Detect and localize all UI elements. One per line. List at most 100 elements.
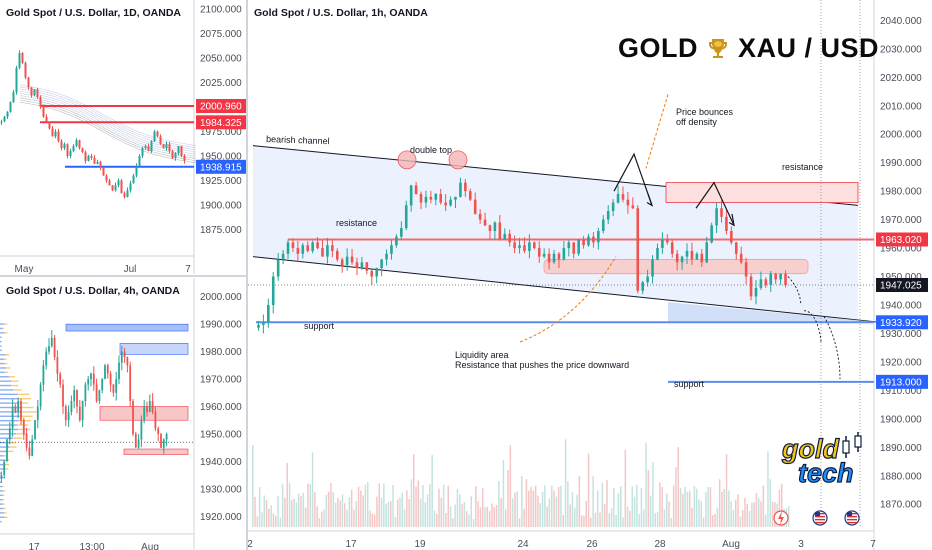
candle-body	[106, 365, 109, 374]
candle-body	[67, 411, 70, 421]
y-tick-label: 1940.000	[200, 457, 242, 468]
volume-bar	[569, 504, 571, 527]
volume-bar	[459, 494, 461, 527]
hero-title-right: XAU / USD	[738, 33, 880, 63]
volume-bar	[721, 491, 723, 527]
candle-body	[533, 242, 536, 249]
x-tick-label: 2	[248, 539, 253, 550]
candle-body	[281, 253, 285, 260]
volume-bar	[705, 491, 707, 527]
candle-body	[162, 439, 165, 448]
candle-body	[705, 242, 709, 263]
candle-body	[400, 228, 403, 237]
candle-body	[641, 282, 644, 291]
volume-bar	[316, 506, 318, 527]
supply-zone	[119, 343, 189, 355]
volume-bar	[610, 508, 613, 527]
y-tick-label: 1900.000	[200, 200, 242, 211]
candle-body	[95, 384, 98, 402]
volume-bar	[484, 506, 486, 527]
candle-body	[335, 250, 339, 260]
candle-body	[567, 242, 571, 249]
candle-body	[15, 67, 18, 93]
volume-bar	[311, 452, 314, 527]
volume-profile-bar	[2, 485, 4, 488]
y-tick-label: 2050.000	[200, 53, 242, 64]
volume-profile-bar	[16, 433, 27, 435]
y-tick-label: 1910.000	[880, 386, 922, 397]
panel-divider-vertical[interactable]	[246, 0, 248, 550]
x-tick-label: 7	[185, 264, 191, 274]
volume-bar	[447, 485, 449, 527]
y-tick-label: 1950.000	[880, 272, 922, 283]
candle-body	[60, 141, 63, 149]
daily-price-tag-bg	[196, 98, 246, 113]
candle-body	[99, 161, 102, 168]
h1-price-tag-bg	[876, 315, 928, 330]
annotation-resistance-left: resistance	[336, 218, 377, 228]
volume-profile-bar	[4, 332, 8, 334]
candle-body	[690, 250, 694, 260]
volume-bar	[613, 487, 615, 527]
volume-bar	[424, 502, 426, 527]
volume-bar	[348, 497, 351, 527]
supply-zone	[65, 323, 189, 332]
volume-bar	[560, 485, 562, 527]
volume-profile-bar	[0, 402, 18, 404]
volume-bar	[590, 517, 592, 527]
daily-price-tag: 2000.960	[196, 98, 246, 113]
candle-body	[90, 373, 92, 380]
daily-chart: 2100.0002075.0002050.0002025.0002000.000…	[0, 0, 246, 274]
candle-body	[695, 253, 699, 260]
candle-body	[454, 196, 457, 200]
volume-bar	[321, 511, 323, 527]
volume-profile-bar	[17, 393, 30, 396]
candle-body	[276, 259, 280, 277]
y-tick-label: 1990.000	[200, 320, 242, 331]
candle-body	[24, 62, 27, 78]
volume-bar	[762, 485, 765, 527]
y-tick-label: 1920.000	[200, 512, 242, 523]
volume-bar	[378, 483, 380, 527]
candle-body	[33, 89, 36, 96]
volume-profile-bar	[5, 463, 10, 466]
volume-bar	[380, 497, 383, 527]
volume-bar	[488, 511, 491, 527]
y-tick-label: 1870.000	[880, 500, 922, 511]
candle-body	[8, 428, 11, 440]
volume-bar	[629, 510, 631, 527]
candle-body	[36, 89, 39, 98]
h1-price-tag-bg	[876, 374, 928, 389]
volume-bar	[735, 499, 737, 527]
candle-body	[286, 242, 290, 254]
volume-profile-bar	[13, 389, 22, 391]
volume-profile-bar	[2, 494, 5, 497]
volume-bar	[709, 487, 712, 527]
volume-profile-bar	[0, 441, 10, 444]
volume-bar	[396, 499, 399, 527]
candle-body	[14, 406, 17, 412]
daily-price-tag-bg	[196, 115, 246, 130]
volume-profile-bar	[3, 455, 6, 457]
volume-bar	[553, 490, 555, 527]
volume-profile-bar	[4, 323, 8, 325]
panel-divider-horizontal[interactable]	[0, 275, 246, 277]
volume-profile-bar	[0, 327, 3, 330]
volume-bar	[369, 510, 371, 527]
x-tick-label: 24	[517, 539, 529, 550]
y-tick-label: 1950.000	[200, 151, 242, 162]
projection-path	[803, 310, 822, 343]
volume-profile-bar	[13, 437, 23, 439]
volume-bar	[429, 484, 431, 527]
candle-body	[493, 222, 497, 231]
volume-bar	[638, 514, 640, 527]
volume-bar	[514, 492, 516, 527]
candle-body	[764, 279, 768, 286]
volume-bar	[482, 488, 484, 527]
volume-bar	[403, 509, 406, 527]
volume-bar	[304, 507, 307, 527]
daily-price-tag-label: 1984.325	[200, 118, 242, 129]
volume-profile-bar	[20, 406, 34, 409]
y-tick-label: 1880.000	[880, 471, 922, 482]
candle-body	[749, 276, 753, 297]
